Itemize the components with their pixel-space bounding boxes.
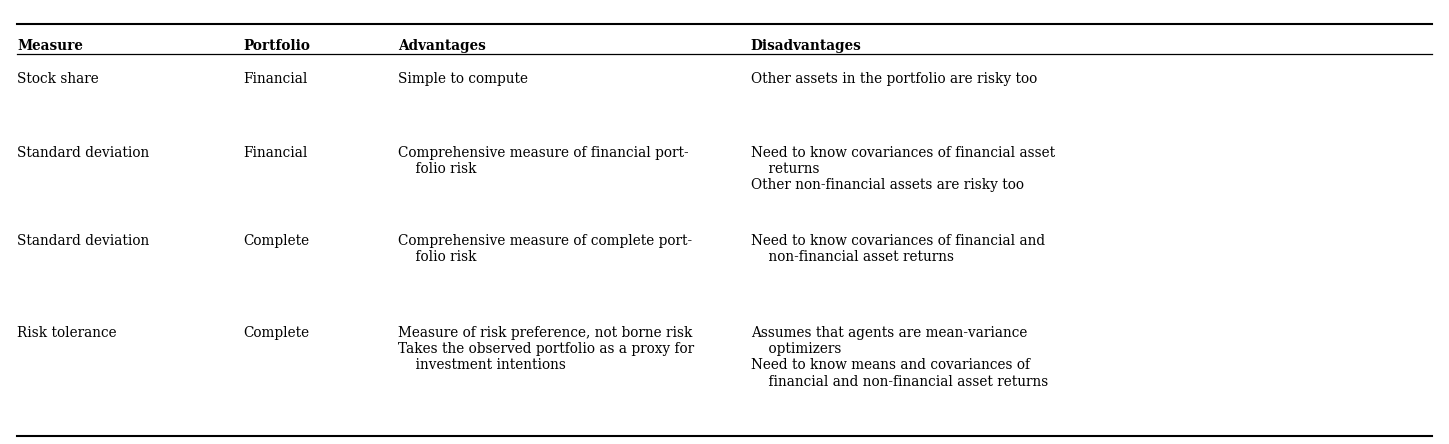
Text: Assumes that agents are mean-variance
    optimizers
Need to know means and cova: Assumes that agents are mean-variance op…	[751, 326, 1048, 388]
Text: Comprehensive measure of financial port-
    folio risk: Comprehensive measure of financial port-…	[398, 146, 690, 176]
Text: Disadvantages: Disadvantages	[751, 39, 861, 53]
Text: Need to know covariances of financial and
    non-financial asset returns: Need to know covariances of financial an…	[751, 234, 1045, 264]
Text: Financial: Financial	[243, 72, 307, 86]
Text: Complete: Complete	[243, 326, 310, 340]
Text: Measure of risk preference, not borne risk
Takes the observed portfolio as a pro: Measure of risk preference, not borne ri…	[398, 326, 694, 373]
Text: Standard deviation: Standard deviation	[17, 146, 149, 160]
Text: Stock share: Stock share	[17, 72, 99, 86]
Text: Advantages: Advantages	[398, 39, 487, 53]
Text: Risk tolerance: Risk tolerance	[17, 326, 117, 340]
Text: Financial: Financial	[243, 146, 307, 160]
Text: Other assets in the portfolio are risky too: Other assets in the portfolio are risky …	[751, 72, 1037, 86]
Text: Portfolio: Portfolio	[243, 39, 310, 53]
Text: Standard deviation: Standard deviation	[17, 234, 149, 248]
Text: Simple to compute: Simple to compute	[398, 72, 529, 86]
Text: Comprehensive measure of complete port-
    folio risk: Comprehensive measure of complete port- …	[398, 234, 693, 264]
Text: Complete: Complete	[243, 234, 310, 248]
Text: Need to know covariances of financial asset
    returns
Other non-financial asse: Need to know covariances of financial as…	[751, 146, 1055, 192]
Text: Measure: Measure	[17, 39, 83, 53]
